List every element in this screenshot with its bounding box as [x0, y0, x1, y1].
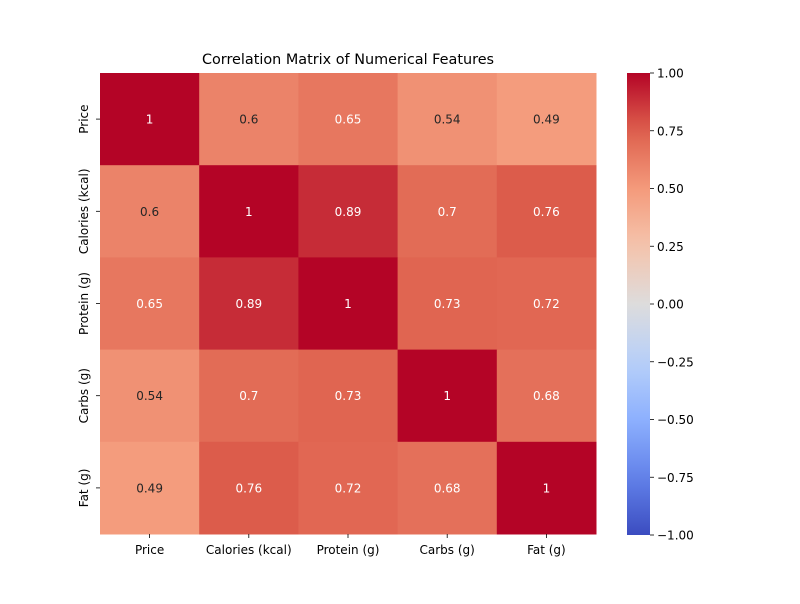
cell-annotation: 0.72 [335, 481, 362, 495]
y-tick-label: Calories (kcal) [77, 168, 91, 254]
colorbar-tick-label: −1.00 [657, 529, 694, 543]
colorbar-tick-label: 0.00 [657, 298, 684, 312]
heatmap-cell [199, 441, 299, 535]
cell-annotation: 1 [344, 297, 352, 311]
cell-annotation: 1 [146, 113, 154, 127]
colorbar-ticks: 1.00 0.75 0.50 0.25 0.00 −0.25 −0.50 −0.75 −1.00 [650, 67, 694, 543]
cell-annotation: 0.49 [533, 113, 560, 127]
cell-annotation: 0.54 [434, 113, 461, 127]
heatmap-cell [397, 441, 498, 535]
heatmap-cell [496, 349, 597, 443]
cell-annotation: 1 [443, 389, 451, 403]
cell-annotation: 0.65 [136, 297, 163, 311]
colorbar-tick-label: 0.75 [657, 124, 684, 138]
heatmap-cell [100, 257, 200, 351]
heatmap-cell [199, 165, 299, 258]
cell-annotation: 0.6 [140, 205, 159, 219]
heatmap-cell [298, 257, 399, 351]
heatmap-cell [100, 441, 200, 535]
cell-annotation: 0.76 [235, 481, 262, 495]
cell-annotation: 0.89 [335, 205, 362, 219]
cell-annotation: 0.65 [335, 113, 362, 127]
colorbar [627, 73, 650, 535]
y-tick-label: Carbs (g) [77, 368, 91, 423]
x-tick-label: Fat (g) [527, 543, 566, 557]
cell-annotation: 1 [543, 481, 551, 495]
colorbar-tick-label: −0.25 [657, 355, 694, 369]
y-tick-label: Protein (g) [77, 272, 91, 335]
x-tick-label: Protein (g) [317, 543, 380, 557]
y-tick-label: Price [77, 104, 91, 133]
heatmap-cell [397, 257, 498, 351]
heatmap-cell [298, 73, 399, 166]
cell-annotation: 0.73 [434, 297, 461, 311]
y-tick-label: Fat (g) [77, 469, 91, 508]
chart-title: Correlation Matrix of Numerical Features [202, 52, 494, 68]
heatmap-cell [100, 73, 200, 166]
heatmap-cell [100, 349, 200, 443]
heatmap-cell [397, 165, 498, 258]
cell-annotation: 0.54 [136, 389, 163, 403]
colorbar-tick-label: 0.25 [657, 240, 684, 254]
colorbar-tick-label: 1.00 [657, 67, 684, 81]
colorbar-tick-label: −0.75 [657, 471, 694, 485]
colorbar-tick-label: −0.50 [657, 413, 694, 427]
cell-annotation: 0.7 [438, 205, 457, 219]
heatmap-cell [298, 441, 399, 535]
cell-annotation: 0.73 [335, 389, 362, 403]
x-axis: Price Calories (kcal) Protein (g) Carbs (g)… [135, 534, 566, 557]
heatmap-cell [496, 257, 597, 351]
cell-annotation: 0.68 [533, 389, 560, 403]
cell-annotation: 0.72 [533, 297, 560, 311]
cell-annotation: 1 [245, 205, 253, 219]
heatmap-cell [496, 73, 597, 166]
heatmap-cell [397, 73, 498, 166]
x-tick-label: Carbs (g) [420, 543, 475, 557]
colorbar-tick-label: 0.50 [657, 182, 684, 196]
heatmap-cells [100, 73, 597, 535]
x-tick-label: Price [135, 543, 164, 557]
cell-annotation: 0.89 [235, 297, 262, 311]
heatmap-cell [199, 349, 299, 443]
heatmap-cell [496, 441, 597, 535]
cell-annotations: 1 0.6 0.65 0.54 0.49 0.6 1 0.89 0.7 0.76 0.65 0.89 1… [136, 113, 560, 496]
heatmap-cell [298, 165, 399, 258]
heatmap-cell [100, 165, 200, 258]
cell-annotation: 0.6 [239, 113, 258, 127]
cell-annotation: 0.49 [136, 481, 163, 495]
heatmap-cell [496, 165, 597, 258]
heatmap-cell [397, 349, 498, 443]
heatmap-cell [199, 257, 299, 351]
x-tick-label: Calories (kcal) [206, 543, 292, 557]
heatmap-cell [199, 73, 299, 166]
cell-annotation: 0.7 [239, 389, 258, 403]
cell-annotation: 0.76 [533, 205, 560, 219]
heatmap-cell [298, 349, 399, 443]
cell-annotation: 0.68 [434, 481, 461, 495]
y-axis: Price Calories (kcal) Protein (g) Carbs (g)… [77, 104, 100, 507]
